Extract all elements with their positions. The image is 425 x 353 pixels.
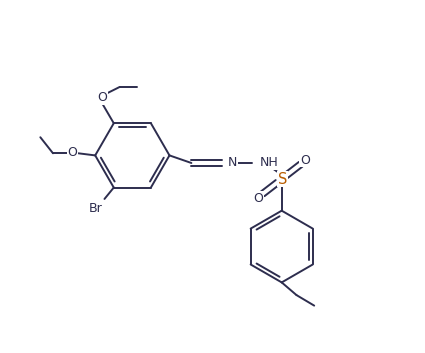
Text: S: S xyxy=(278,172,287,186)
Text: O: O xyxy=(68,146,77,159)
Text: N: N xyxy=(228,156,237,169)
Text: O: O xyxy=(254,192,264,204)
Text: NH: NH xyxy=(259,156,278,169)
Text: O: O xyxy=(97,91,107,104)
Text: O: O xyxy=(300,154,310,167)
Text: Br: Br xyxy=(88,202,102,215)
